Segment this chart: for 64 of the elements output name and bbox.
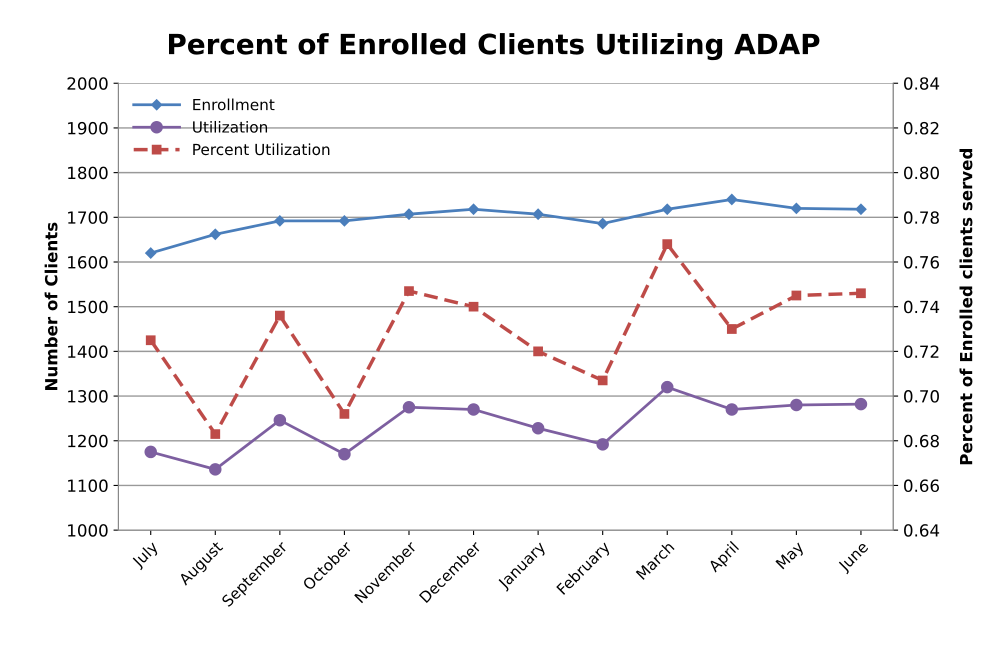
- legend-label: Enrollment: [193, 98, 274, 110]
- y2-tick-label: 0.74: [904, 300, 940, 314]
- y-tick-label: 1600: [68, 256, 108, 269]
- point: [856, 288, 866, 298]
- y2-tick-label: 0.78: [904, 211, 939, 224]
- point: [404, 286, 414, 296]
- y2-tick-label: 0.84: [904, 77, 940, 90]
- point: [340, 409, 350, 419]
- y2-tick-label: 0.64: [904, 524, 940, 537]
- y-tick-label: 1800: [68, 166, 108, 180]
- point: [274, 414, 286, 426]
- point: [338, 448, 351, 460]
- point: [468, 302, 478, 312]
- point: [468, 204, 480, 215]
- point: [467, 403, 480, 416]
- point: [145, 247, 156, 259]
- point: [598, 376, 608, 386]
- y-tick-label: 1200: [68, 434, 108, 448]
- point: [274, 310, 285, 320]
- point: [209, 463, 222, 476]
- y-tick-label: 1000: [68, 524, 108, 537]
- y2-tick-label: 0.70: [904, 390, 939, 403]
- point: [146, 335, 156, 346]
- point: [532, 422, 544, 434]
- y-tick-label: 1700: [68, 211, 108, 224]
- point: [854, 398, 868, 410]
- point: [596, 438, 609, 451]
- point: [402, 400, 416, 414]
- y2-tick-label: 0.80: [904, 166, 939, 180]
- point: [855, 204, 867, 215]
- point: [533, 346, 543, 356]
- y2-tick-label: 0.68: [904, 434, 939, 448]
- y-tick-label: 1400: [68, 345, 108, 358]
- point: [338, 215, 350, 226]
- y2-tick-label: 0.82: [904, 122, 938, 135]
- y-tick-label: 1300: [68, 390, 108, 403]
- point: [661, 380, 674, 394]
- point: [403, 208, 415, 220]
- y-tick-label: 1500: [68, 300, 108, 314]
- point: [792, 290, 802, 300]
- point: [726, 194, 738, 206]
- chart-title: Percent of Enrolled Clients Utilizing ADAP: [169, 33, 820, 60]
- point: [790, 202, 802, 214]
- y2-axis-title: Percent of Enrolled clients served: [960, 149, 972, 464]
- point: [274, 215, 286, 226]
- point: [662, 204, 673, 215]
- legend-label: Percent Utilization: [193, 143, 330, 156]
- y-axis-title: Number of Clients: [44, 222, 58, 390]
- y-tick-label: 1900: [68, 122, 108, 135]
- point: [532, 208, 544, 220]
- point: [210, 429, 220, 439]
- point: [726, 403, 738, 416]
- point: [726, 324, 737, 334]
- legend-label: Utilization: [193, 120, 268, 133]
- point: [144, 446, 157, 458]
- point: [210, 228, 221, 240]
- y2-tick-label: 0.72: [904, 345, 938, 358]
- point: [597, 218, 608, 230]
- y-tick-label: 2000: [68, 77, 108, 90]
- y-tick-label: 1100: [68, 479, 108, 492]
- y2-tick-label: 0.66: [904, 479, 940, 492]
- y2-tick-label: 0.76: [904, 256, 940, 269]
- point: [790, 398, 803, 412]
- point: [662, 239, 672, 249]
